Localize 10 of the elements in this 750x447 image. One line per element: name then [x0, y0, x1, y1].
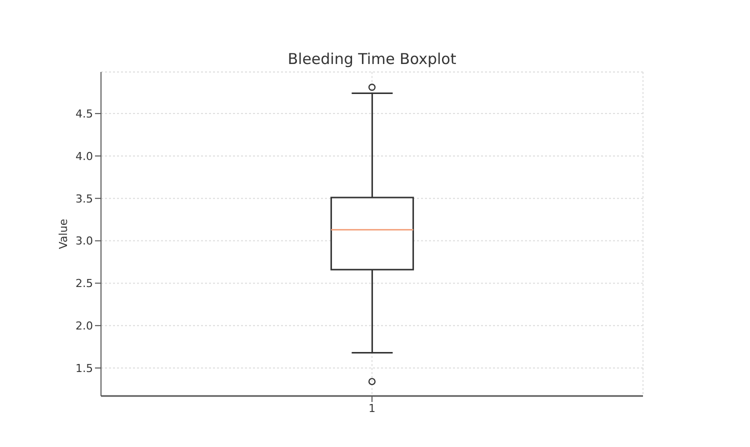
- y-tick-label: 4.5: [76, 107, 93, 120]
- y-tick-label: 2.0: [76, 320, 93, 333]
- y-axis-title: Value: [56, 218, 70, 250]
- y-tick-label: 3.5: [76, 192, 93, 206]
- chart-title: Bleeding Time Boxplot: [286, 50, 458, 68]
- y-tick-label: 3.0: [76, 234, 93, 248]
- y-tick-label: 2.5: [76, 277, 93, 290]
- y-tick-label: 4.0: [76, 150, 93, 163]
- y-tick-label: 1.5: [76, 362, 93, 375]
- x-tick-label: 1: [368, 402, 376, 415]
